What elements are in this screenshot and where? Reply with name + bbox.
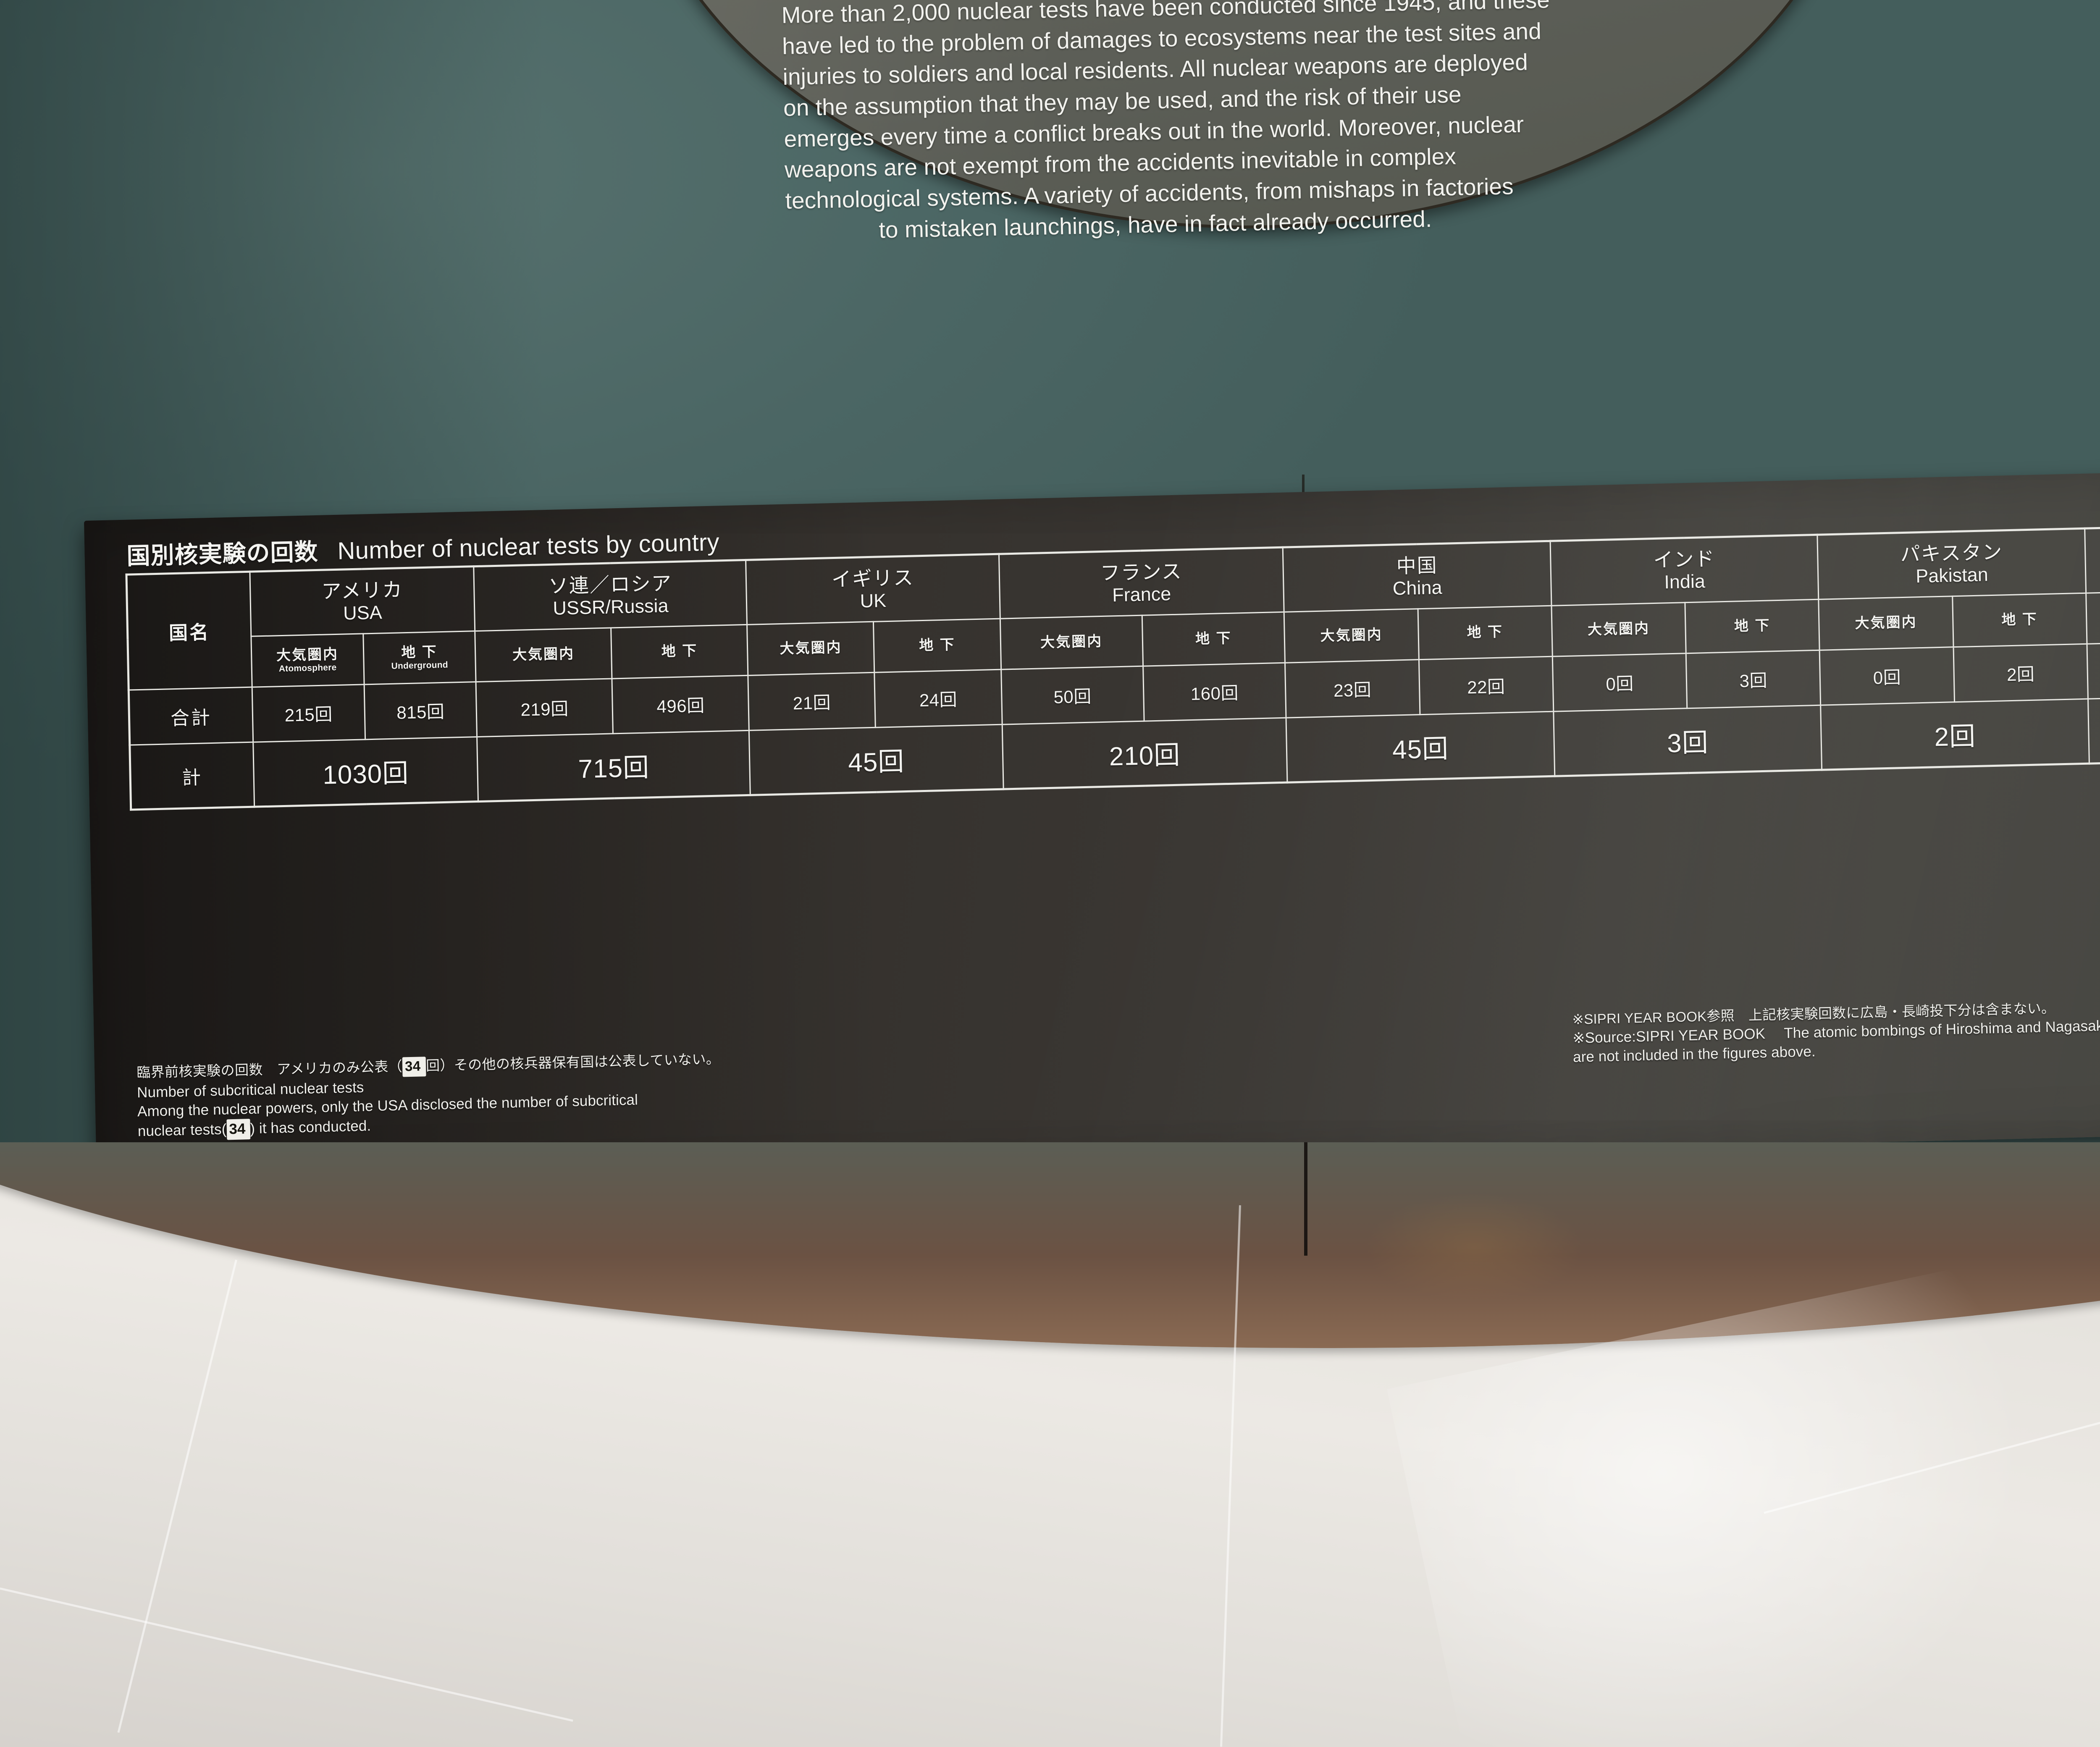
subheader-pakistan-underground: 地 下 [1952, 593, 2087, 647]
subheader-uk-underground: 地 下 [873, 619, 1001, 673]
cell-france-underground: 160回 [1143, 663, 1286, 721]
total-india: 3回 [1553, 705, 1822, 776]
sub-label-jp: 大気圏内 [276, 646, 339, 664]
subcritical-count-badge: 34 [226, 1118, 250, 1140]
sub-label-en: Atomosphere [278, 662, 337, 674]
subheader-ussr-underground: 地 下 [611, 624, 748, 679]
cell-uk-atmosphere: 21回 [748, 672, 876, 731]
floor-warm-reflection [1365, 1193, 1583, 1302]
subheader-uk-atmosphere: 大気圏内 [747, 622, 875, 676]
subheader-pakistan-atmosphere: 大気圏内 [1819, 596, 1953, 651]
cell-china-atmosphere: 23回 [1285, 659, 1420, 718]
cell-ussr-atmosphere: 219回 [476, 678, 613, 737]
cell-pakistan-atmosphere: 0回 [1819, 647, 1955, 706]
header-country-ussr-russia: ソ連／ロシア USSR/Russia [474, 560, 747, 631]
subheader-usa-atmosphere: 大気圏内 Atomosphere [251, 633, 364, 687]
sign-title-jp: 国別核実験の回数 [126, 538, 319, 569]
cell-france-atmosphere: 50回 [1001, 666, 1144, 725]
header-country-usa: アメリカ USA [249, 566, 475, 637]
header-country-india: インド India [1550, 535, 1819, 606]
total-pakistan: 2回 [1821, 699, 2090, 770]
subheader-usa-underground: 地 下 Underground [363, 631, 476, 685]
subheader-ussr-atmosphere: 大気圏内 [475, 628, 612, 682]
total-ussr-russia: 715回 [477, 730, 751, 802]
base-seam-gap [1304, 1142, 1307, 1256]
sub-label-jp: 地 下 [401, 644, 438, 661]
cell-ussr-underground: 496回 [612, 675, 749, 734]
cell-usa-underground: 815回 [364, 682, 477, 740]
subheader-china-underground: 地 下 [1418, 606, 1553, 660]
subheader-dprk-atmosphere: 大気圏内 [2086, 590, 2100, 644]
cell-india-atmosphere: 0回 [1552, 653, 1687, 712]
subheader-india-atmosphere: 大気圏内 [1551, 602, 1686, 657]
footnote-en-tail: ) it has conducted. [249, 1117, 371, 1137]
row-label-sum: 合計 [129, 687, 253, 745]
subheader-china-atmosphere: 大気圏内 [1284, 609, 1419, 663]
sub-label-en: Underground [391, 660, 448, 671]
floor-tile-seam [117, 1259, 237, 1733]
cell-dprk-atmosphere: 0回 [2087, 640, 2100, 699]
total-dprk: 6回 [2088, 693, 2100, 764]
cell-usa-atmosphere: 215回 [252, 684, 365, 742]
total-usa: 1030回 [253, 737, 478, 807]
cell-china-underground: 22回 [1418, 656, 1554, 715]
header-country-uk: イギリス UK [746, 554, 1000, 625]
header-country-dprk: 北朝鮮 DPRK [2084, 522, 2100, 593]
floor-tile-seam [0, 1587, 573, 1722]
cell-uk-underground: 24回 [874, 669, 1002, 728]
footnote-en-head: nuclear tests( [137, 1121, 227, 1140]
subcritical-count-badge: 34 [402, 1057, 426, 1077]
total-uk: 45回 [749, 724, 1003, 795]
total-france: 210回 [1002, 718, 1288, 790]
row-label-total: 計 [129, 742, 255, 810]
marble-floor [0, 1142, 2100, 1747]
country-name-jp: 北朝鮮 [2086, 533, 2100, 561]
header-country-china: 中国 China [1283, 541, 1551, 612]
header-country-france: フランス France [998, 547, 1284, 619]
cell-india-underground: 3回 [1686, 650, 1821, 708]
total-china: 45回 [1286, 711, 1555, 783]
circular-panel-paragraph: More than 2,000 nuclear tests have been … [781, 0, 1550, 247]
nuclear-tests-sign: 国別核実験の回数 Number of nuclear tests by count… [84, 462, 2100, 1184]
subheader-india-underground: 地 下 [1685, 599, 1820, 653]
header-country-pakistan: パキスタン Pakistan [1817, 528, 2086, 600]
subheader-france-underground: 地 下 [1142, 612, 1285, 666]
cell-pakistan-underground: 2回 [1953, 644, 2088, 702]
header-country-label: 国名 [126, 572, 252, 690]
subheader-france-atmosphere: 大気圏内 [1000, 615, 1143, 670]
